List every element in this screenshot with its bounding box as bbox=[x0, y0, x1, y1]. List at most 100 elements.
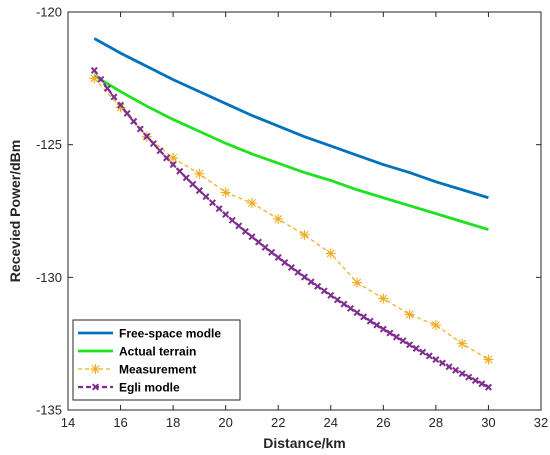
data-point bbox=[399, 337, 407, 345]
legend-entry: Measurement bbox=[78, 363, 196, 377]
plot-area bbox=[89, 37, 494, 391]
data-point bbox=[241, 227, 249, 235]
legend-entry: Free-space modle bbox=[78, 327, 221, 341]
data-point bbox=[366, 317, 374, 325]
data-point bbox=[143, 132, 151, 140]
data-point bbox=[117, 101, 125, 109]
data-point bbox=[300, 273, 309, 281]
data-point bbox=[268, 248, 276, 256]
data-point bbox=[176, 167, 184, 175]
data-point bbox=[110, 93, 118, 101]
data-point bbox=[274, 253, 282, 261]
legend-label: Free-space modle bbox=[119, 327, 221, 341]
legend-marker bbox=[90, 364, 101, 374]
data-point bbox=[327, 291, 335, 299]
data-point bbox=[163, 154, 171, 162]
legend-label: Measurement bbox=[119, 363, 196, 377]
data-point bbox=[392, 333, 400, 341]
legend-marker bbox=[91, 383, 100, 391]
legend-label: Egli modle bbox=[119, 381, 180, 395]
data-point bbox=[90, 66, 98, 74]
data-point bbox=[352, 277, 363, 288]
data-point bbox=[314, 282, 322, 290]
data-point bbox=[189, 180, 197, 188]
x-tick-label: 26 bbox=[376, 415, 390, 430]
legend-label: Actual terrain bbox=[119, 345, 196, 359]
x-tick-label: 32 bbox=[534, 415, 548, 430]
data-point bbox=[228, 216, 236, 224]
x-tick-label: 18 bbox=[166, 415, 180, 430]
data-point bbox=[97, 75, 105, 83]
data-point bbox=[320, 287, 328, 295]
series-1 bbox=[93, 37, 489, 200]
data-point bbox=[248, 233, 256, 241]
data-point bbox=[307, 278, 315, 286]
data-point bbox=[136, 125, 144, 133]
data-point bbox=[412, 344, 420, 352]
data-point bbox=[325, 248, 336, 259]
y-tick-label: -120 bbox=[36, 5, 62, 20]
data-point bbox=[195, 187, 203, 195]
data-point bbox=[353, 309, 361, 317]
x-tick-label: 20 bbox=[218, 415, 232, 430]
x-tick-label: 22 bbox=[271, 415, 285, 430]
data-point bbox=[379, 325, 387, 333]
x-tick-label: 30 bbox=[481, 415, 495, 430]
data-point bbox=[287, 264, 295, 272]
data-point bbox=[89, 73, 100, 84]
data-point bbox=[103, 84, 111, 92]
data-point bbox=[261, 243, 269, 251]
data-point bbox=[299, 229, 310, 240]
data-point bbox=[222, 210, 230, 218]
data-point bbox=[149, 140, 157, 148]
data-point bbox=[430, 320, 441, 331]
data-point bbox=[273, 213, 284, 224]
data-point bbox=[294, 268, 302, 276]
data-point bbox=[246, 198, 257, 209]
data-point bbox=[419, 348, 427, 356]
data-point bbox=[360, 313, 368, 321]
legend: Free-space modle Actual terrain Measurem… bbox=[72, 319, 241, 401]
data-point bbox=[452, 366, 460, 374]
data-point bbox=[378, 293, 389, 304]
data-point bbox=[484, 383, 492, 391]
data-point bbox=[168, 152, 179, 163]
x-axis: 14 16 18 20 22 24 26 28 30 32 bbox=[61, 12, 548, 430]
y-axis-label: Recevied Power/dBm bbox=[7, 140, 23, 282]
data-point bbox=[406, 341, 414, 349]
series-line bbox=[93, 77, 489, 361]
x-tick-label: 28 bbox=[429, 415, 443, 430]
y-axis: -135 -130 -125 -120 bbox=[36, 5, 541, 418]
data-point bbox=[255, 238, 263, 246]
data-point bbox=[404, 309, 415, 320]
data-point bbox=[130, 117, 138, 125]
data-point bbox=[458, 370, 466, 378]
data-point bbox=[425, 352, 433, 360]
x-tick-label: 24 bbox=[324, 415, 338, 430]
data-point bbox=[478, 380, 486, 388]
data-point bbox=[169, 161, 177, 169]
series-line bbox=[93, 74, 489, 231]
data-point bbox=[386, 329, 394, 337]
data-point bbox=[465, 373, 473, 381]
x-tick-label: 16 bbox=[113, 415, 127, 430]
data-point bbox=[483, 354, 494, 365]
data-point bbox=[457, 338, 468, 349]
data-point bbox=[115, 102, 126, 113]
series-2 bbox=[93, 74, 489, 231]
data-point bbox=[215, 205, 223, 213]
data-point bbox=[346, 304, 354, 312]
data-point bbox=[445, 363, 453, 371]
data-point bbox=[220, 187, 231, 198]
series-line bbox=[93, 37, 489, 200]
data-point bbox=[194, 168, 205, 179]
series-4 bbox=[90, 66, 492, 391]
data-point bbox=[202, 193, 210, 201]
legend-entry: Actual terrain bbox=[78, 345, 196, 359]
y-tick-label: -125 bbox=[36, 137, 62, 152]
data-point bbox=[182, 174, 190, 182]
data-point bbox=[209, 199, 217, 207]
data-point bbox=[123, 109, 131, 117]
data-point bbox=[471, 377, 479, 385]
